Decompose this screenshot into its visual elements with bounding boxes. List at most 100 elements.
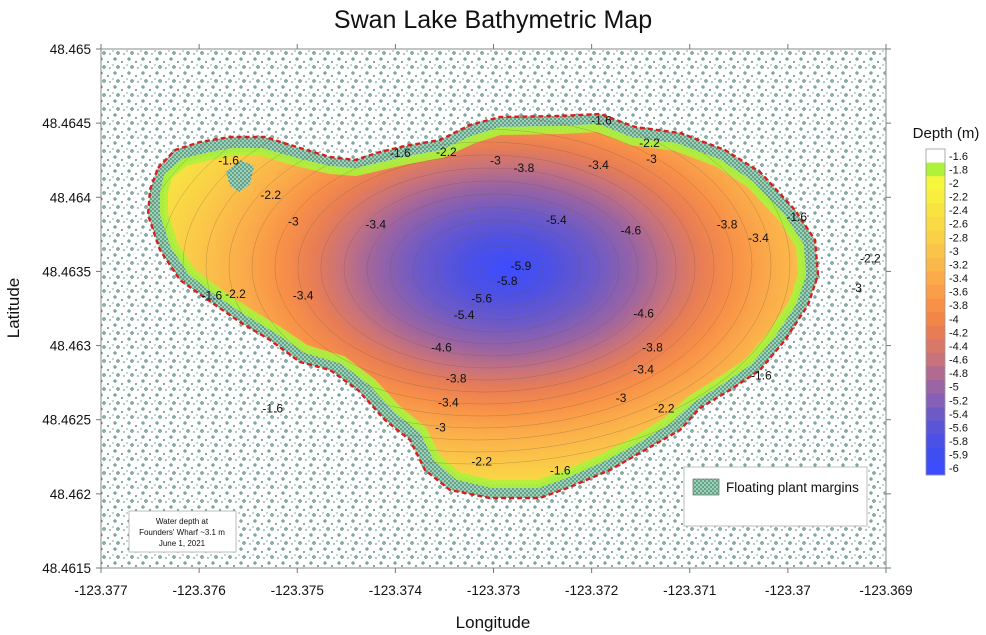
colorbar-level-label: -4 — [949, 314, 959, 326]
colorbar-swatch — [926, 203, 945, 218]
colorbar-level-label: -3.6 — [949, 287, 968, 299]
colorbar-swatch — [926, 420, 945, 435]
colorbar-level-label: -1.6 — [949, 151, 968, 163]
colorbar-level-label: -3.4 — [949, 273, 968, 285]
contour-label: -3 — [435, 421, 446, 435]
contour-line — [389, 206, 601, 333]
colorbar-swatch — [926, 339, 945, 354]
colorbar-swatch — [926, 149, 945, 163]
colorbar-level-label: -2 — [949, 178, 959, 190]
colorbar-swatch — [926, 379, 945, 394]
contour-line — [205, 114, 753, 429]
y-tick-label: 48.4625 — [42, 413, 91, 428]
contour-line — [148, 114, 810, 465]
contour-label: -1.6 — [218, 154, 239, 168]
contour-label: -3 — [288, 214, 299, 228]
colorbar-swatch — [926, 312, 945, 326]
x-tick-label: -123.374 — [369, 583, 423, 598]
colorbar-level-label: -4.4 — [949, 341, 968, 353]
contour-line — [320, 167, 658, 369]
plant-island — [226, 160, 254, 192]
y-tick-label: 48.4615 — [42, 561, 91, 576]
legend-label-floating-plant: Floating plant margins — [726, 480, 859, 495]
colorbar-swatch — [926, 447, 945, 462]
contour-line — [435, 232, 563, 309]
contour-label: -5.9 — [511, 259, 532, 273]
y-tick-label: 48.464 — [50, 190, 92, 205]
colorbar-swatch — [926, 325, 945, 340]
contour-label: -3.8 — [717, 217, 738, 231]
note-line-3: June 1, 2021 — [159, 539, 206, 548]
contour-label: -1.6 — [262, 401, 283, 415]
contour-label: -3 — [616, 391, 627, 405]
colorbar-level-label: -2.2 — [949, 192, 968, 204]
note-line-2: Founders' Wharf ~3.1 m — [139, 528, 225, 537]
contour-label: -1.6 — [751, 369, 772, 383]
y-tick-label: 48.4645 — [42, 116, 91, 131]
contour-label: -1.6 — [591, 114, 612, 128]
colorbar-swatch — [926, 298, 945, 313]
colorbar-level-label: -5 — [949, 382, 959, 394]
colorbar-level-label: -5.9 — [949, 450, 968, 462]
contour-label: -3.8 — [446, 372, 467, 386]
contour-label: -2.2 — [260, 188, 281, 202]
contour-label: -2.2 — [860, 252, 881, 266]
contour-line — [366, 193, 620, 345]
colorbar-swatch — [926, 461, 945, 476]
colorbar-level-label: -6 — [949, 463, 959, 475]
contour-label: -1.6 — [550, 464, 571, 478]
contour-label: -4.6 — [431, 341, 452, 355]
note-box — [128, 510, 237, 553]
y-tick-label: 48.463 — [50, 339, 91, 354]
colorbar-frame — [925, 148, 946, 476]
colorbar-swatch — [926, 434, 945, 449]
contour-label: -5.6 — [471, 292, 492, 306]
legend: Floating plant margins — [683, 466, 868, 527]
contour-label: -2.2 — [225, 287, 246, 301]
contour-label: -3.4 — [633, 363, 654, 377]
colorbar-level-label: -5.2 — [949, 395, 968, 407]
contour-label: -2.2 — [471, 455, 492, 469]
x-tick-label: -123.377 — [74, 583, 127, 598]
x-tick-label: -123.37 — [765, 583, 811, 598]
x-tick-label: -123.371 — [663, 583, 716, 598]
x-tick-label: -123.373 — [467, 583, 520, 598]
colorbar-swatch — [926, 189, 945, 204]
shallow-fringe — [160, 124, 806, 488]
x-tick-label: -123.375 — [271, 583, 324, 598]
contour-line — [251, 128, 715, 405]
contour-label: -2.2 — [654, 401, 675, 415]
contour-label: -3 — [646, 152, 657, 166]
contour-label: -3 — [851, 281, 862, 295]
y-tick-label: 48.465 — [50, 42, 91, 57]
contour-line — [182, 114, 772, 441]
colorbar-level-label: -4.6 — [949, 355, 968, 367]
y-tick-label: 48.462 — [50, 487, 91, 502]
colorbar-swatch — [926, 284, 945, 299]
colorbar-swatch — [926, 271, 945, 286]
x-tick-label: -123.372 — [565, 583, 618, 598]
lake-water-surface — [164, 128, 802, 484]
contour-line — [297, 154, 677, 381]
x-tick-label: -123.376 — [172, 583, 225, 598]
colorbar-swatch — [926, 257, 945, 272]
colorbar-level-label: -2.6 — [949, 219, 968, 231]
colorbar-swatch — [926, 162, 945, 177]
y-axis-label: Latitude — [4, 278, 23, 339]
colorbar-level-label: -3 — [949, 246, 959, 258]
colorbar-level-label: -3.2 — [949, 259, 968, 271]
colorbar-swatch — [926, 352, 945, 367]
colorbar: -1.6-1.8 -2 -2.2-2.4 -2.6-2.8 -3-3.2 -3.4 -3.6… — [925, 148, 968, 476]
colorbar-swatch — [926, 176, 945, 191]
colorbar-level-label: -2.4 — [949, 205, 968, 217]
contour-label: -3.4 — [293, 289, 314, 303]
contour-line — [412, 219, 582, 321]
note-line-1: Water depth at — [156, 517, 209, 526]
colorbar-title: Depth (m) — [913, 125, 980, 142]
contour-label: -4.6 — [633, 306, 654, 320]
colorbar-swatch — [926, 230, 945, 245]
contour-label: -4.6 — [621, 223, 642, 237]
colorbar-swatch — [926, 244, 945, 258]
contour-label: -3.8 — [642, 341, 663, 355]
